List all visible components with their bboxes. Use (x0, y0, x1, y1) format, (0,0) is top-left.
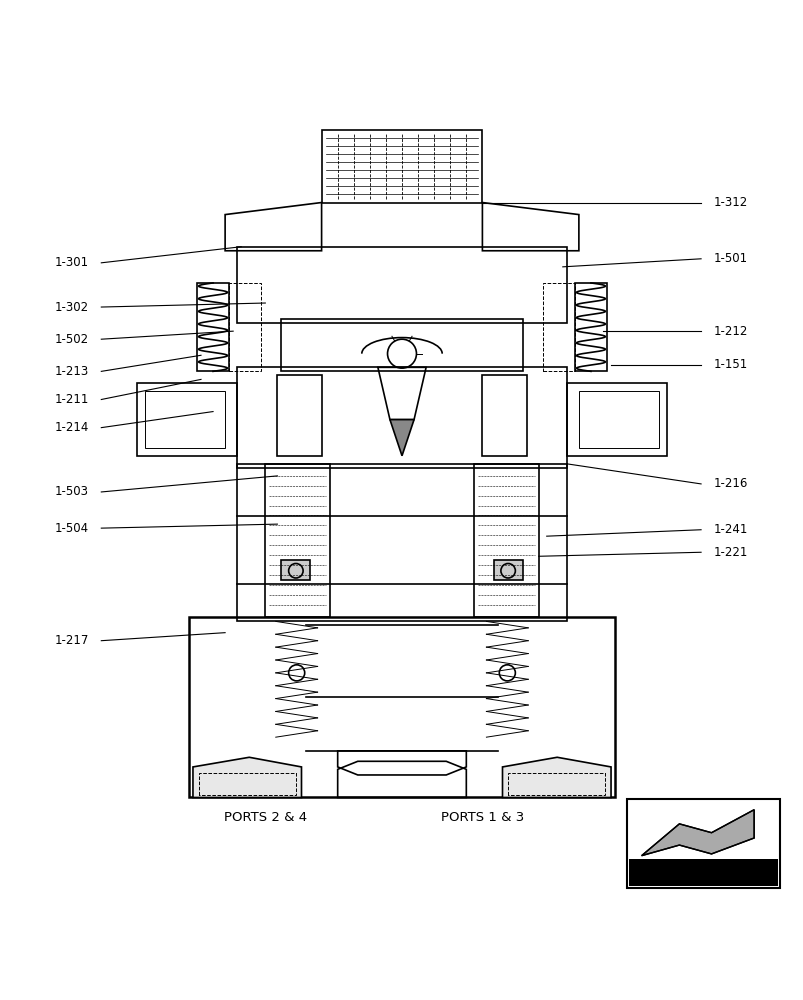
Bar (145, 391, 225, 448)
Bar (578, 391, 658, 448)
Bar (237, 464, 566, 621)
Bar (574, 283, 606, 371)
Bar (628, 859, 777, 886)
Bar (321, 130, 482, 203)
Text: 1-502: 1-502 (55, 333, 88, 346)
Bar (494, 560, 522, 580)
Text: 1-151: 1-151 (712, 358, 747, 371)
Text: 1-241: 1-241 (712, 523, 747, 536)
Bar (281, 560, 309, 580)
Text: 1-217: 1-217 (55, 634, 89, 647)
Text: 1-214: 1-214 (55, 421, 89, 434)
Bar (197, 283, 229, 371)
Text: 1-504: 1-504 (55, 522, 88, 535)
Bar (281, 319, 522, 371)
Bar (229, 283, 261, 371)
Text: 1-221: 1-221 (712, 546, 747, 559)
Text: 1-501: 1-501 (713, 252, 747, 265)
Bar (265, 464, 329, 617)
Text: 1-213: 1-213 (55, 365, 89, 378)
Polygon shape (193, 757, 301, 797)
Text: PORTS 2 & 4: PORTS 2 & 4 (223, 811, 307, 824)
Bar (277, 375, 321, 456)
Bar (626, 799, 779, 888)
Text: 1-216: 1-216 (712, 477, 747, 490)
Polygon shape (641, 810, 753, 856)
Text: 1-302: 1-302 (55, 301, 88, 314)
Polygon shape (502, 757, 610, 797)
Bar (237, 367, 566, 468)
Bar (474, 464, 538, 617)
Polygon shape (389, 420, 414, 456)
Text: 1-211: 1-211 (55, 393, 89, 406)
Text: PORTS 1 & 3: PORTS 1 & 3 (440, 811, 524, 824)
Bar (189, 617, 614, 797)
Bar (482, 375, 526, 456)
Text: 1-503: 1-503 (55, 485, 88, 498)
Bar (542, 283, 574, 371)
Text: 1-312: 1-312 (712, 196, 747, 209)
Text: 1-301: 1-301 (55, 256, 88, 269)
Text: 1-212: 1-212 (712, 325, 747, 338)
Bar (237, 247, 566, 323)
